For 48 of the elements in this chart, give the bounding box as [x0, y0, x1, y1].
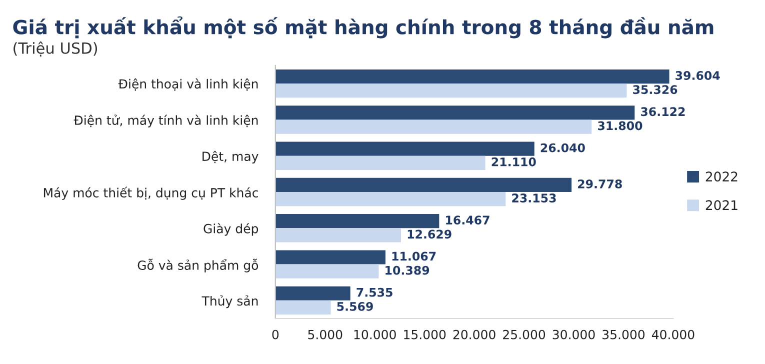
bar	[275, 250, 386, 264]
bar	[275, 178, 572, 192]
data-label: 29.778	[578, 179, 622, 188]
bar	[275, 300, 331, 315]
bar	[275, 192, 506, 206]
bar	[275, 120, 592, 134]
data-label: 5.569	[337, 302, 373, 311]
data-label: 21.110	[492, 157, 536, 166]
bar	[275, 142, 534, 156]
bar	[275, 264, 379, 278]
data-label: 10.389	[386, 266, 430, 275]
x-tick-label: 20.000	[453, 330, 496, 340]
data-label: 23.153	[512, 194, 556, 202]
x-tick-label: 30.000	[552, 330, 595, 340]
y-tick-label: Thủy sản	[202, 295, 258, 308]
bar	[275, 84, 627, 98]
bar	[275, 228, 401, 242]
bar	[275, 286, 350, 300]
data-label: 39.604	[676, 71, 720, 80]
bar	[275, 156, 486, 170]
data-label: 35.326	[633, 85, 678, 94]
text: (Triệu USD)	[14, 41, 98, 56]
y-tick-label: Dệt, may	[202, 150, 258, 164]
y-tick-label: Giày dép	[204, 223, 258, 236]
legend-label: 2021	[706, 200, 738, 210]
data-label: 12.629	[408, 230, 452, 239]
x-tick-label: 5.000	[308, 330, 342, 340]
data-label: 11.067	[392, 252, 436, 261]
bar	[275, 214, 440, 228]
y-tick-label: Máy móc thiết bị, dụng cụ PT khác	[44, 186, 258, 200]
x-tick-label: 35.000	[602, 330, 645, 340]
y-tick-label: Điện tử, máy tính và linh kiện	[74, 114, 258, 128]
x-tick-label: 10.000	[354, 330, 396, 340]
data-label: 16.467	[446, 216, 490, 225]
legend-label: 2022	[706, 172, 738, 182]
x-tick-label: 15.000	[404, 330, 446, 340]
y-tick-label: Điện thoại và linh kiện	[118, 78, 258, 91]
y-tick-label: Gỗ và sản phẩm gỗ	[138, 258, 258, 272]
data-label: 7.535	[356, 288, 392, 297]
data-label: 36.122	[640, 107, 685, 116]
x-tick-label: 40.000	[652, 330, 694, 340]
x-tick-label: 0	[272, 330, 279, 340]
data-label: 31.800	[598, 121, 642, 130]
chart-title: Giá trị xuất khẩu một số mặt hàng chính trong 8 tháng đầu năm	[13, 16, 714, 38]
data-label: 26.040	[540, 143, 585, 152]
x-tick-label: 25.000	[503, 330, 546, 340]
bar	[275, 106, 635, 120]
bar	[275, 69, 670, 84]
